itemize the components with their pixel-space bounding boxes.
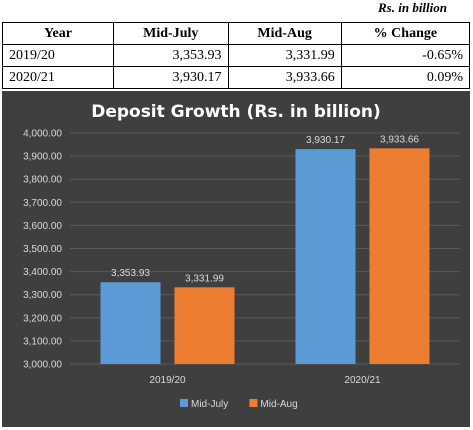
x-tick-label: 2020/21: [344, 375, 381, 386]
x-tick-label: 2019/20: [149, 375, 186, 386]
unit-note: Rs. in billion: [378, 0, 447, 15]
y-tick-label: 3,200.00: [23, 313, 62, 324]
header-pct-change: % Change: [340, 22, 471, 45]
data-label: 3,930.17: [306, 135, 345, 146]
legend-swatch: [249, 399, 258, 407]
header-mid-aug: Mid-Aug: [227, 22, 342, 45]
y-tick-label: 3,500.00: [23, 244, 62, 255]
cell-year: 2019/20: [2, 44, 114, 67]
cell-pct-change: 0.09%: [340, 66, 471, 89]
data-label: 3,331.99: [185, 273, 224, 284]
chart-title: Deposit Growth (Rs. in billion): [91, 102, 381, 122]
cell-mid-aug: 3,933.66: [227, 66, 342, 89]
bar-mid-july: [100, 282, 161, 364]
y-tick-label: 3,800.00: [23, 175, 62, 186]
y-tick-label: 3,700.00: [23, 198, 62, 209]
y-tick-label: 3,600.00: [23, 221, 62, 232]
data-label: 3,933.66: [380, 134, 419, 145]
table-row: 2019/20 3,353.93 3,331.99 -0.65%: [2, 44, 471, 67]
y-tick-label: 4,000.00: [23, 129, 62, 140]
legend-swatch: [180, 399, 188, 407]
cell-pct-change: -0.65%: [340, 44, 471, 67]
cell-mid-july: 3,930.17: [113, 66, 229, 89]
y-tick-label: 3,000.00: [23, 360, 62, 371]
bar-mid-aug: [369, 148, 430, 364]
header-mid-july: Mid-July: [113, 22, 229, 45]
y-tick-label: 3,300.00: [23, 290, 62, 301]
y-tick-label: 3,400.00: [23, 267, 62, 278]
legend-label: Mid-July: [191, 399, 228, 410]
y-tick-label: 3,100.00: [23, 336, 62, 347]
cell-mid-aug: 3,331.99: [227, 44, 342, 67]
table-header-row: Year Mid-July Mid-Aug % Change: [2, 22, 471, 45]
cell-mid-july: 3,353.93: [113, 44, 229, 67]
header-year: Year: [2, 22, 114, 45]
chart-area: Deposit Growth (Rs. in billion) 3,000.00…: [2, 91, 470, 427]
cell-year: 2020/21: [2, 66, 114, 89]
data-table: Year Mid-July Mid-Aug % Change 2019/20 3…: [2, 22, 471, 89]
table-row: 2020/21 3,930.17 3,933.66 0.09%: [2, 66, 471, 89]
deposit-growth-chart: Deposit Growth (Rs. in billion) 3,000.00…: [23, 102, 460, 410]
data-label: 3,353.93: [111, 268, 150, 279]
legend-label: Mid-Aug: [260, 399, 297, 410]
y-tick-label: 3,900.00: [23, 152, 62, 163]
bar-mid-aug: [174, 287, 235, 364]
bar-mid-july: [295, 149, 356, 364]
